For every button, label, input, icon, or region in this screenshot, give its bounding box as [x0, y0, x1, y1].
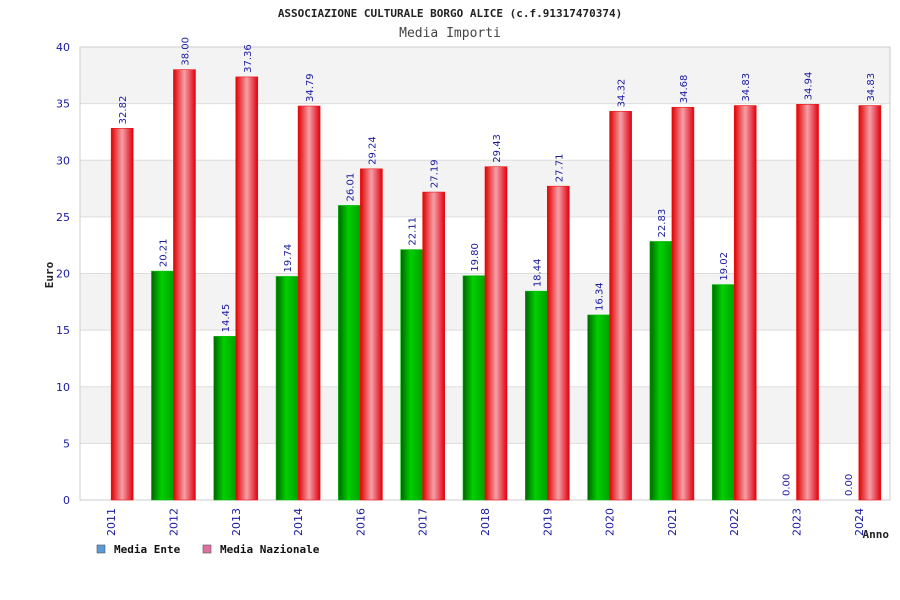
- y-tick-label: 40: [56, 41, 70, 54]
- bar-media-nazionale-2019: [547, 185, 570, 501]
- bar-media-ente-2021: [649, 241, 673, 501]
- value-labels: 32.82 20.21 38.00 14.45 37.36 19.74 34.79 26.01…: [118, 37, 877, 496]
- bar-media-ente-2014: [275, 276, 299, 501]
- chart-title: ASSOCIAZIONE CULTURALE BORGO ALICE (c.f.…: [278, 7, 622, 20]
- value-label-media-ente-2020: 16.34: [595, 282, 606, 311]
- value-label-media-nazionale-2016: 29.24: [367, 136, 378, 165]
- bar-media-nazionale-2017: [422, 191, 445, 501]
- value-label-media-nazionale-2023: 34.94: [804, 72, 815, 101]
- value-label-media-ente-2022: 19.02: [719, 252, 730, 281]
- bar-media-ente-2022: [711, 284, 735, 501]
- bar-media-ente-2016: [338, 205, 361, 501]
- y-tick-label: 30: [56, 154, 70, 167]
- y-tick-label: 15: [56, 324, 70, 337]
- bar-media-ente-2018: [462, 275, 486, 501]
- x-tick-label: 2019: [541, 508, 554, 536]
- value-label-media-nazionale-2019: 27.71: [554, 154, 565, 183]
- x-tick-label: 2022: [728, 508, 741, 536]
- value-label-media-nazionale-2011: 32.82: [118, 96, 129, 125]
- x-tick-label: 2021: [666, 508, 679, 536]
- value-label-media-ente-2019: 18.44: [532, 259, 543, 288]
- value-label-media-ente-2021: 22.83: [657, 209, 668, 238]
- x-tick-label: 2013: [230, 508, 243, 536]
- bars: [110, 69, 882, 501]
- value-label-media-nazionale-2024: 34.83: [866, 73, 877, 102]
- bar-media-nazionale-2024: [858, 105, 882, 501]
- value-label-media-nazionale-2020: 34.32: [617, 79, 628, 108]
- legend-label-media-ente: Media Ente: [114, 543, 181, 556]
- value-label-media-ente-2014: 19.74: [283, 244, 294, 273]
- y-tick-label: 25: [56, 211, 70, 224]
- value-label-media-nazionale-2014: 34.79: [305, 73, 316, 102]
- x-tick-label: 2014: [292, 508, 305, 536]
- x-tick-label: 2017: [417, 508, 430, 536]
- plot-band: [80, 47, 890, 104]
- bar-media-nazionale-2023: [796, 104, 819, 501]
- value-label-media-ente-2016: 26.01: [345, 173, 356, 202]
- legend-label-media-nazionale: Media Nazionale: [220, 543, 320, 556]
- bar-media-nazionale-2013: [235, 76, 259, 501]
- plot-band: [80, 103, 890, 161]
- y-axis-title: Euro: [43, 261, 56, 288]
- x-axis-title: Anno: [863, 528, 890, 541]
- value-label-media-nazionale-2018: 29.43: [492, 134, 503, 163]
- bar-media-ente-2013: [213, 336, 237, 501]
- bar-media-nazionale-2016: [360, 168, 383, 501]
- legend-swatch-media-nazionale: [202, 544, 212, 554]
- x-tick-label: 2024: [853, 508, 866, 536]
- y-tick-label: 0: [63, 494, 70, 507]
- y-axis: 0 5 10 15 20 25 30 35 40: [56, 41, 70, 507]
- x-tick-label: 2016: [354, 508, 367, 536]
- value-label-media-ente-2017: 22.11: [408, 217, 419, 246]
- chart-subtitle: Media Importi: [399, 26, 501, 41]
- value-label-media-ente-2024: 0.00: [844, 474, 855, 496]
- bar-media-nazionale-2011: [110, 128, 134, 501]
- y-tick-label: 35: [56, 98, 70, 111]
- bar-media-nazionale-2020: [609, 111, 632, 501]
- value-label-media-nazionale-2017: 27.19: [430, 159, 441, 188]
- x-tick-label: 2011: [105, 508, 118, 536]
- value-label-media-nazionale-2012: 38.00: [180, 37, 191, 66]
- y-tick-label: 10: [56, 381, 70, 394]
- x-tick-label: 2023: [791, 508, 804, 536]
- bar-media-ente-2019: [525, 290, 548, 501]
- value-label-media-nazionale-2021: 34.68: [679, 75, 690, 104]
- x-tick-label: 2020: [604, 508, 617, 536]
- value-label-media-ente-2012: 20.21: [158, 238, 169, 267]
- y-tick-label: 5: [63, 437, 70, 450]
- x-tick-label: 2012: [167, 508, 180, 536]
- value-label-media-ente-2013: 14.45: [221, 304, 232, 333]
- legend-swatch-media-ente: [96, 544, 106, 554]
- bar-media-ente-2012: [151, 270, 174, 501]
- y-tick-label: 20: [56, 268, 70, 281]
- bar-media-nazionale-2021: [671, 106, 695, 501]
- value-label-media-nazionale-2013: 37.36: [243, 44, 254, 73]
- bar-media-ente-2017: [400, 249, 423, 501]
- x-axis: 2011 2012 2013 2014 2016 2017 2018 2019 2020 2021…: [105, 508, 866, 536]
- bar-media-nazionale-2014: [297, 105, 321, 501]
- value-label-media-ente-2023: 0.00: [782, 474, 793, 496]
- value-label-media-ente-2018: 19.80: [470, 243, 481, 272]
- bar-media-nazionale-2012: [173, 69, 196, 501]
- bar-media-nazionale-2022: [733, 105, 757, 501]
- x-tick-label: 2018: [479, 508, 492, 536]
- value-label-media-nazionale-2022: 34.83: [741, 73, 752, 102]
- bar-media-ente-2020: [587, 314, 610, 501]
- legend: Media Ente Media Nazionale: [96, 543, 320, 556]
- bar-media-nazionale-2018: [484, 166, 508, 501]
